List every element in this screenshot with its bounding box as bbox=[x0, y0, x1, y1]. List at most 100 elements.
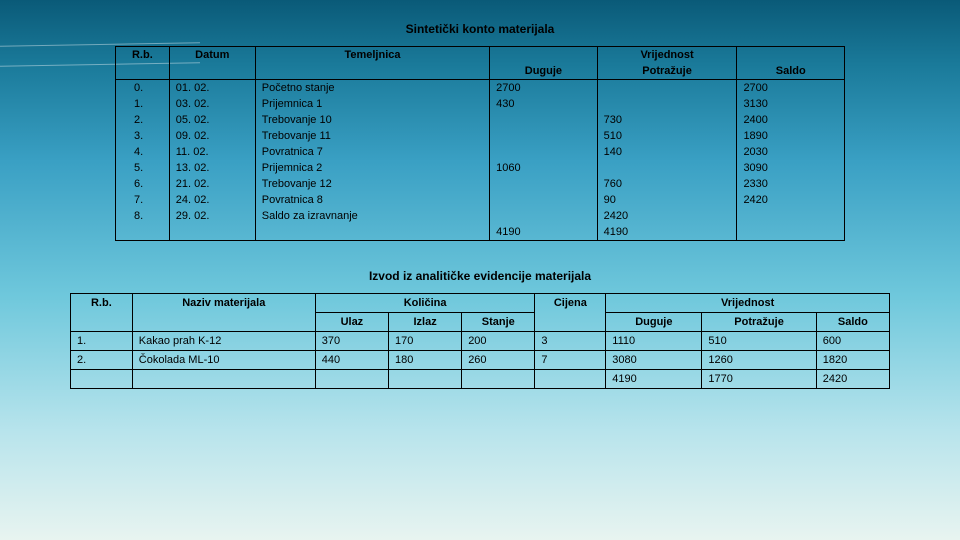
cell: Trebovanje 12 bbox=[255, 176, 489, 192]
t2-h-potrazuje: Potražuje bbox=[702, 313, 816, 332]
t1-h-duguje: Duguje bbox=[490, 63, 598, 80]
cell: 1060 bbox=[490, 160, 598, 176]
cell: 760 bbox=[597, 176, 737, 192]
cell: 7. bbox=[116, 192, 170, 208]
cell: 13. 02. bbox=[169, 160, 255, 176]
cell: 05. 02. bbox=[169, 112, 255, 128]
cell: 1. bbox=[71, 332, 133, 351]
cell bbox=[597, 80, 737, 97]
t1-h-potrazuje: Potražuje bbox=[597, 63, 737, 80]
cell: 4190 bbox=[606, 370, 702, 389]
cell bbox=[169, 224, 255, 241]
cell: 7 bbox=[535, 351, 606, 370]
cell: 2700 bbox=[737, 80, 845, 97]
cell bbox=[597, 160, 737, 176]
cell: 4. bbox=[116, 144, 170, 160]
cell bbox=[490, 144, 598, 160]
cell: 3080 bbox=[606, 351, 702, 370]
cell: 2420 bbox=[816, 370, 889, 389]
cell: 09. 02. bbox=[169, 128, 255, 144]
cell: 140 bbox=[597, 144, 737, 160]
cell: 2330 bbox=[737, 176, 845, 192]
table-izvod: R.b. Naziv materijala Količina Cijena Vr… bbox=[70, 293, 890, 389]
cell: Prijemnica 1 bbox=[255, 96, 489, 112]
cell bbox=[132, 370, 315, 389]
cell bbox=[490, 112, 598, 128]
t2-h-stanje: Stanje bbox=[462, 313, 535, 332]
table-row: 5.13. 02.Prijemnica 21060 3090 bbox=[116, 160, 845, 176]
cell: 6. bbox=[116, 176, 170, 192]
table-row: 1.Kakao prah K-1237017020031110510600 bbox=[71, 332, 890, 351]
t2-h-duguje: Duguje bbox=[606, 313, 702, 332]
cell bbox=[597, 96, 737, 112]
cell: 5. bbox=[116, 160, 170, 176]
t1-h-vrijednost: Vrijednost bbox=[597, 47, 737, 64]
cell bbox=[737, 224, 845, 241]
cell: Prijemnica 2 bbox=[255, 160, 489, 176]
cell: 3090 bbox=[737, 160, 845, 176]
t1-h-blank1 bbox=[490, 47, 598, 64]
cell: 3 bbox=[535, 332, 606, 351]
title-1: Sintetički konto materijala bbox=[0, 22, 960, 36]
cell: 29. 02. bbox=[169, 208, 255, 224]
t1-h-datum: Datum bbox=[169, 47, 255, 80]
cell: Kakao prah K-12 bbox=[132, 332, 315, 351]
cell: 0. bbox=[116, 80, 170, 97]
cell bbox=[255, 224, 489, 241]
table-row: 2.Čokolada ML-104401802607308012601820 bbox=[71, 351, 890, 370]
t1-h-saldo: Saldo bbox=[737, 63, 845, 80]
title-2: Izvod iz analitičke evidencije materijal… bbox=[0, 269, 960, 283]
cell: Trebovanje 11 bbox=[255, 128, 489, 144]
cell bbox=[490, 176, 598, 192]
t1-h-rb: R.b. bbox=[116, 47, 170, 80]
cell: 600 bbox=[816, 332, 889, 351]
t2-h-kolicina: Količina bbox=[315, 294, 535, 313]
cell: Početno stanje bbox=[255, 80, 489, 97]
cell: 440 bbox=[315, 351, 388, 370]
table-row: 1.03. 02.Prijemnica 14303130 bbox=[116, 96, 845, 112]
t2-h-cijena: Cijena bbox=[535, 294, 606, 332]
cell: 1110 bbox=[606, 332, 702, 351]
table-row: 4.11. 02.Povratnica 71402030 bbox=[116, 144, 845, 160]
cell bbox=[535, 370, 606, 389]
t2-h-izlaz: Izlaz bbox=[388, 313, 461, 332]
cell: 370 bbox=[315, 332, 388, 351]
cell: 90 bbox=[597, 192, 737, 208]
cell: 1770 bbox=[702, 370, 816, 389]
table-row: 7.24. 02.Povratnica 8902420 bbox=[116, 192, 845, 208]
cell: 1260 bbox=[702, 351, 816, 370]
cell: 24. 02. bbox=[169, 192, 255, 208]
cell: 3130 bbox=[737, 96, 845, 112]
cell bbox=[490, 192, 598, 208]
t1-h-temeljnica: Temeljnica bbox=[255, 47, 489, 80]
table-row: 0.01. 02.Početno stanje27002700 bbox=[116, 80, 845, 97]
cell: 200 bbox=[462, 332, 535, 351]
cell: 1820 bbox=[816, 351, 889, 370]
cell bbox=[315, 370, 388, 389]
cell: 21. 02. bbox=[169, 176, 255, 192]
cell: 260 bbox=[462, 351, 535, 370]
t2-h-vrijednost: Vrijednost bbox=[606, 294, 890, 313]
t1-h-blank2 bbox=[737, 47, 845, 64]
cell: 3. bbox=[116, 128, 170, 144]
cell: 01. 02. bbox=[169, 80, 255, 97]
cell: Trebovanje 10 bbox=[255, 112, 489, 128]
cell: Povratnica 7 bbox=[255, 144, 489, 160]
cell: 2420 bbox=[737, 192, 845, 208]
table-row: 419017702420 bbox=[71, 370, 890, 389]
table-row: 41904190 bbox=[116, 224, 845, 241]
cell: 8. bbox=[116, 208, 170, 224]
table-row: 3.09. 02.Trebovanje 115101890 bbox=[116, 128, 845, 144]
cell: 2030 bbox=[737, 144, 845, 160]
cell bbox=[462, 370, 535, 389]
t2-h-rb: R.b. bbox=[71, 294, 133, 332]
cell: Čokolada ML-10 bbox=[132, 351, 315, 370]
slide-content: Sintetički konto materijala R.b. Datum T… bbox=[0, 0, 960, 389]
cell: 4190 bbox=[490, 224, 598, 241]
cell bbox=[71, 370, 133, 389]
cell bbox=[490, 128, 598, 144]
table-row: 6.21. 02.Trebovanje 12 7602330 bbox=[116, 176, 845, 192]
cell bbox=[490, 208, 598, 224]
cell: 1890 bbox=[737, 128, 845, 144]
table-row: 2.05. 02.Trebovanje 107302400 bbox=[116, 112, 845, 128]
